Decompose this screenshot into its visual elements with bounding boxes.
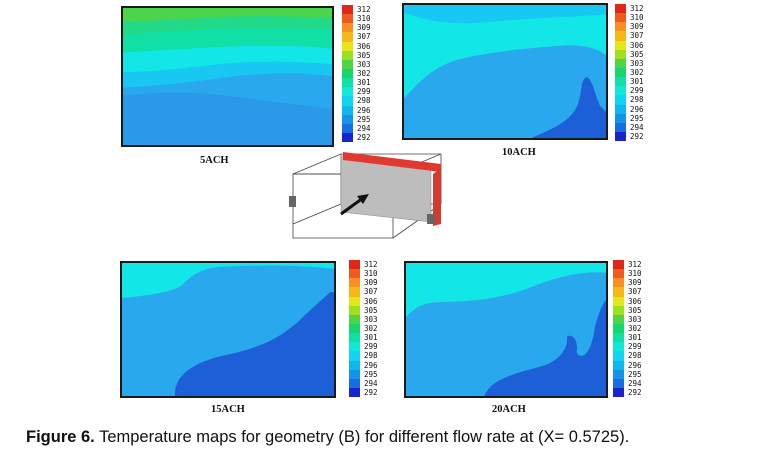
heated-wall-side [433, 168, 441, 226]
colorbar-ticks-10ach: 312 310 309 307 306 305 303 302 301 299 298 296 295 2… [630, 4, 644, 141]
colorbar-15ach [349, 260, 360, 398]
colorbar-20ach [613, 260, 624, 398]
heated-wall [343, 152, 441, 172]
geometry-sketch [289, 152, 442, 239]
panel-label-5ach: 5ACH [200, 155, 229, 166]
colorbar-ticks-20ach: 312 310 309 307 306 305 303 302 301 299 298 296 295 2… [628, 260, 642, 397]
temperature-map-20ach [404, 261, 608, 398]
figure-number: Figure 6. [26, 428, 95, 446]
colorbar-ticks-5ach: 312 310 309 307 306 305 303 302 301 299 298 296 295 2… [357, 5, 371, 142]
caption-text: Temperature maps for geometry (B) for di… [99, 428, 630, 446]
temperature-map-10ach [402, 3, 608, 140]
flow-arrow [340, 196, 364, 216]
colorbar-5ach [342, 5, 353, 143]
panel-label-15ach: 15ACH [211, 404, 245, 415]
inlet-vent [289, 196, 296, 207]
colorbar-10ach [615, 4, 626, 142]
panel-label-10ach: 10ACH [502, 147, 536, 158]
temperature-map-15ach [120, 261, 336, 398]
panel-label-20ach: 20ACH [492, 404, 526, 415]
flow-arrow-head [357, 194, 369, 204]
figure-caption: Figure 6. Temperature maps for geometry … [26, 428, 756, 447]
colorbar-ticks-15ach: 312 310 309 307 306 305 303 302 301 299 298 296 295 2… [364, 260, 378, 397]
outlet-vent [427, 214, 435, 224]
temperature-map-5ach [121, 6, 334, 147]
